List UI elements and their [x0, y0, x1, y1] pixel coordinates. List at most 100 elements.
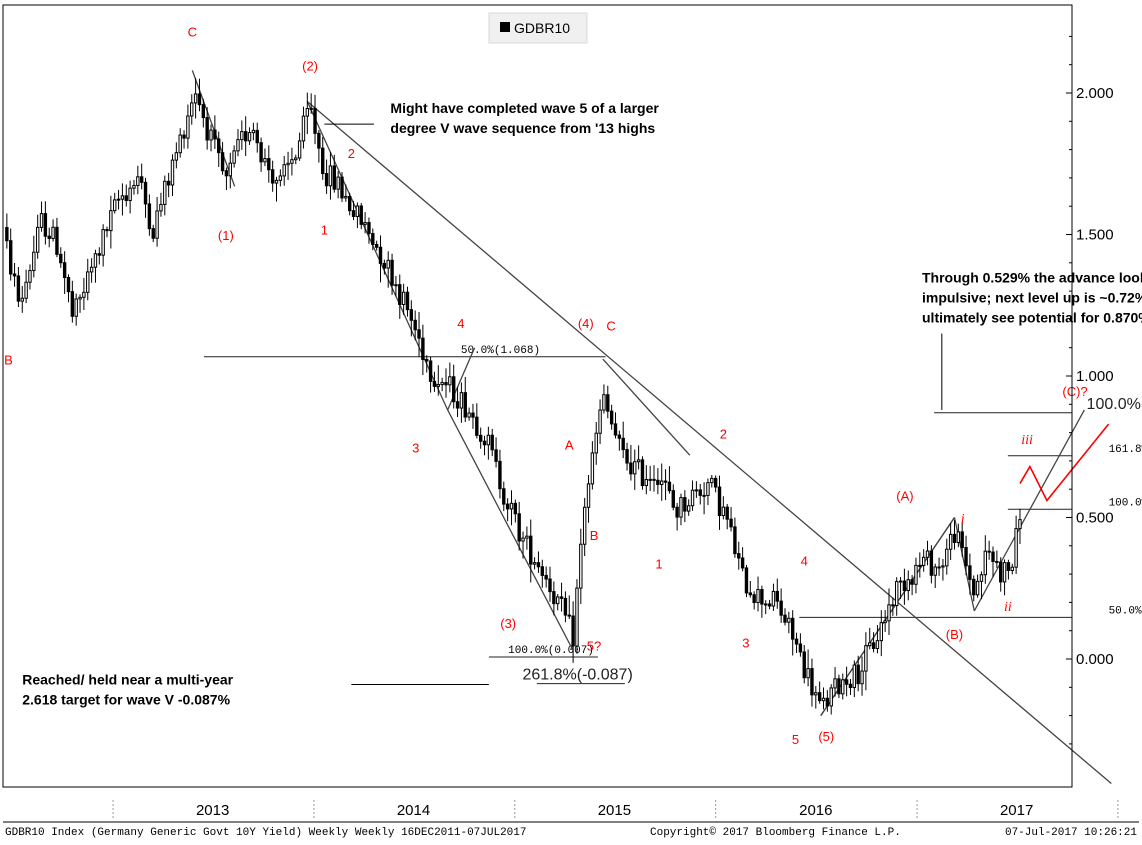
- candle: [552, 581, 556, 616]
- candle-body: [498, 460, 502, 490]
- candle: [895, 577, 899, 616]
- candle: [594, 421, 598, 465]
- candle-body: [790, 617, 795, 640]
- candle-body: [394, 284, 398, 287]
- candle-body: [694, 489, 699, 492]
- candle: [240, 120, 244, 150]
- candle-body: [567, 614, 571, 617]
- candle-body: [413, 319, 417, 331]
- candle-body: [301, 115, 306, 142]
- candle-body: [32, 251, 36, 272]
- candle-body: [532, 562, 537, 565]
- candle: [382, 259, 387, 275]
- candle: [159, 192, 163, 217]
- candle-body: [802, 651, 806, 679]
- candle-body: [871, 642, 876, 649]
- candle: [544, 566, 548, 588]
- candle: [78, 294, 82, 313]
- candle-body: [656, 479, 660, 485]
- candle: [51, 219, 55, 242]
- candle-body: [282, 164, 286, 177]
- candle-body: [1006, 562, 1011, 571]
- candle-body: [205, 117, 209, 141]
- candle: [725, 504, 729, 530]
- candle: [109, 195, 113, 249]
- wave-label: C: [188, 24, 197, 39]
- candle-body: [428, 360, 433, 382]
- candle: [478, 427, 483, 449]
- candle-body: [286, 162, 290, 166]
- candle-body: [116, 198, 121, 201]
- candle: [324, 159, 329, 194]
- candle: [344, 184, 348, 202]
- candle: [475, 403, 479, 439]
- candle: [305, 92, 310, 135]
- candle-body: [644, 479, 649, 487]
- candle: [113, 192, 117, 214]
- candle: [748, 580, 753, 598]
- candle: [941, 559, 945, 581]
- candle-body: [787, 617, 791, 623]
- candle: [968, 553, 972, 595]
- candle: [401, 283, 406, 315]
- wave-label: ii: [1004, 600, 1012, 615]
- candle: [536, 551, 541, 573]
- candle-body: [371, 233, 375, 245]
- candle: [193, 78, 198, 119]
- candle-body: [463, 392, 467, 418]
- candle: [868, 627, 872, 650]
- candle-body: [417, 329, 421, 339]
- candle-body: [852, 664, 857, 689]
- candle: [914, 557, 918, 594]
- candle: [178, 128, 182, 158]
- candle: [648, 465, 652, 492]
- candle: [875, 625, 880, 654]
- candle: [956, 523, 961, 548]
- candle-body: [213, 129, 217, 140]
- candle: [417, 311, 421, 357]
- candle: [386, 251, 390, 288]
- trendline: [447, 409, 574, 651]
- candle: [455, 387, 460, 418]
- candle: [629, 444, 633, 481]
- candle-body: [1010, 566, 1014, 571]
- candle: [879, 610, 883, 657]
- candle: [509, 490, 514, 526]
- candle-body: [606, 394, 610, 412]
- candle-body: [933, 566, 937, 576]
- ytick-label: 2.000: [1076, 85, 1114, 102]
- candle: [960, 522, 964, 557]
- candle-body: [987, 550, 991, 553]
- candle-body: [409, 309, 414, 321]
- candle: [498, 449, 502, 499]
- candle-body: [737, 553, 741, 559]
- wave-label: 4: [457, 316, 464, 331]
- candle-body: [783, 614, 787, 623]
- candle: [467, 407, 471, 421]
- candle: [921, 549, 926, 572]
- candle: [983, 535, 987, 584]
- candle: [902, 568, 907, 605]
- candle: [663, 469, 668, 501]
- candle: [55, 217, 59, 258]
- candle: [197, 78, 202, 112]
- annotation-line: degree V wave sequence from '13 highs: [390, 120, 655, 136]
- candle: [278, 169, 283, 187]
- candle: [24, 269, 28, 304]
- candle-body: [124, 195, 128, 202]
- candle: [918, 552, 922, 578]
- candle-body: [332, 165, 336, 190]
- candle-body: [948, 533, 953, 550]
- fib-level-label: 100.0%(0.007): [508, 645, 594, 657]
- candle: [28, 264, 32, 290]
- candle-body: [128, 187, 132, 202]
- candle: [132, 179, 136, 195]
- candle: [567, 595, 571, 620]
- candle: [948, 523, 953, 561]
- candle: [236, 129, 240, 157]
- candle: [213, 115, 217, 149]
- candle: [933, 563, 937, 588]
- candle: [398, 274, 402, 319]
- candle: [448, 362, 452, 393]
- candle-body: [132, 184, 136, 189]
